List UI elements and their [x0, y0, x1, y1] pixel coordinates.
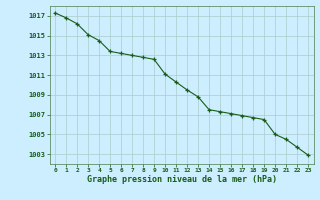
X-axis label: Graphe pression niveau de la mer (hPa): Graphe pression niveau de la mer (hPa)	[87, 175, 276, 184]
